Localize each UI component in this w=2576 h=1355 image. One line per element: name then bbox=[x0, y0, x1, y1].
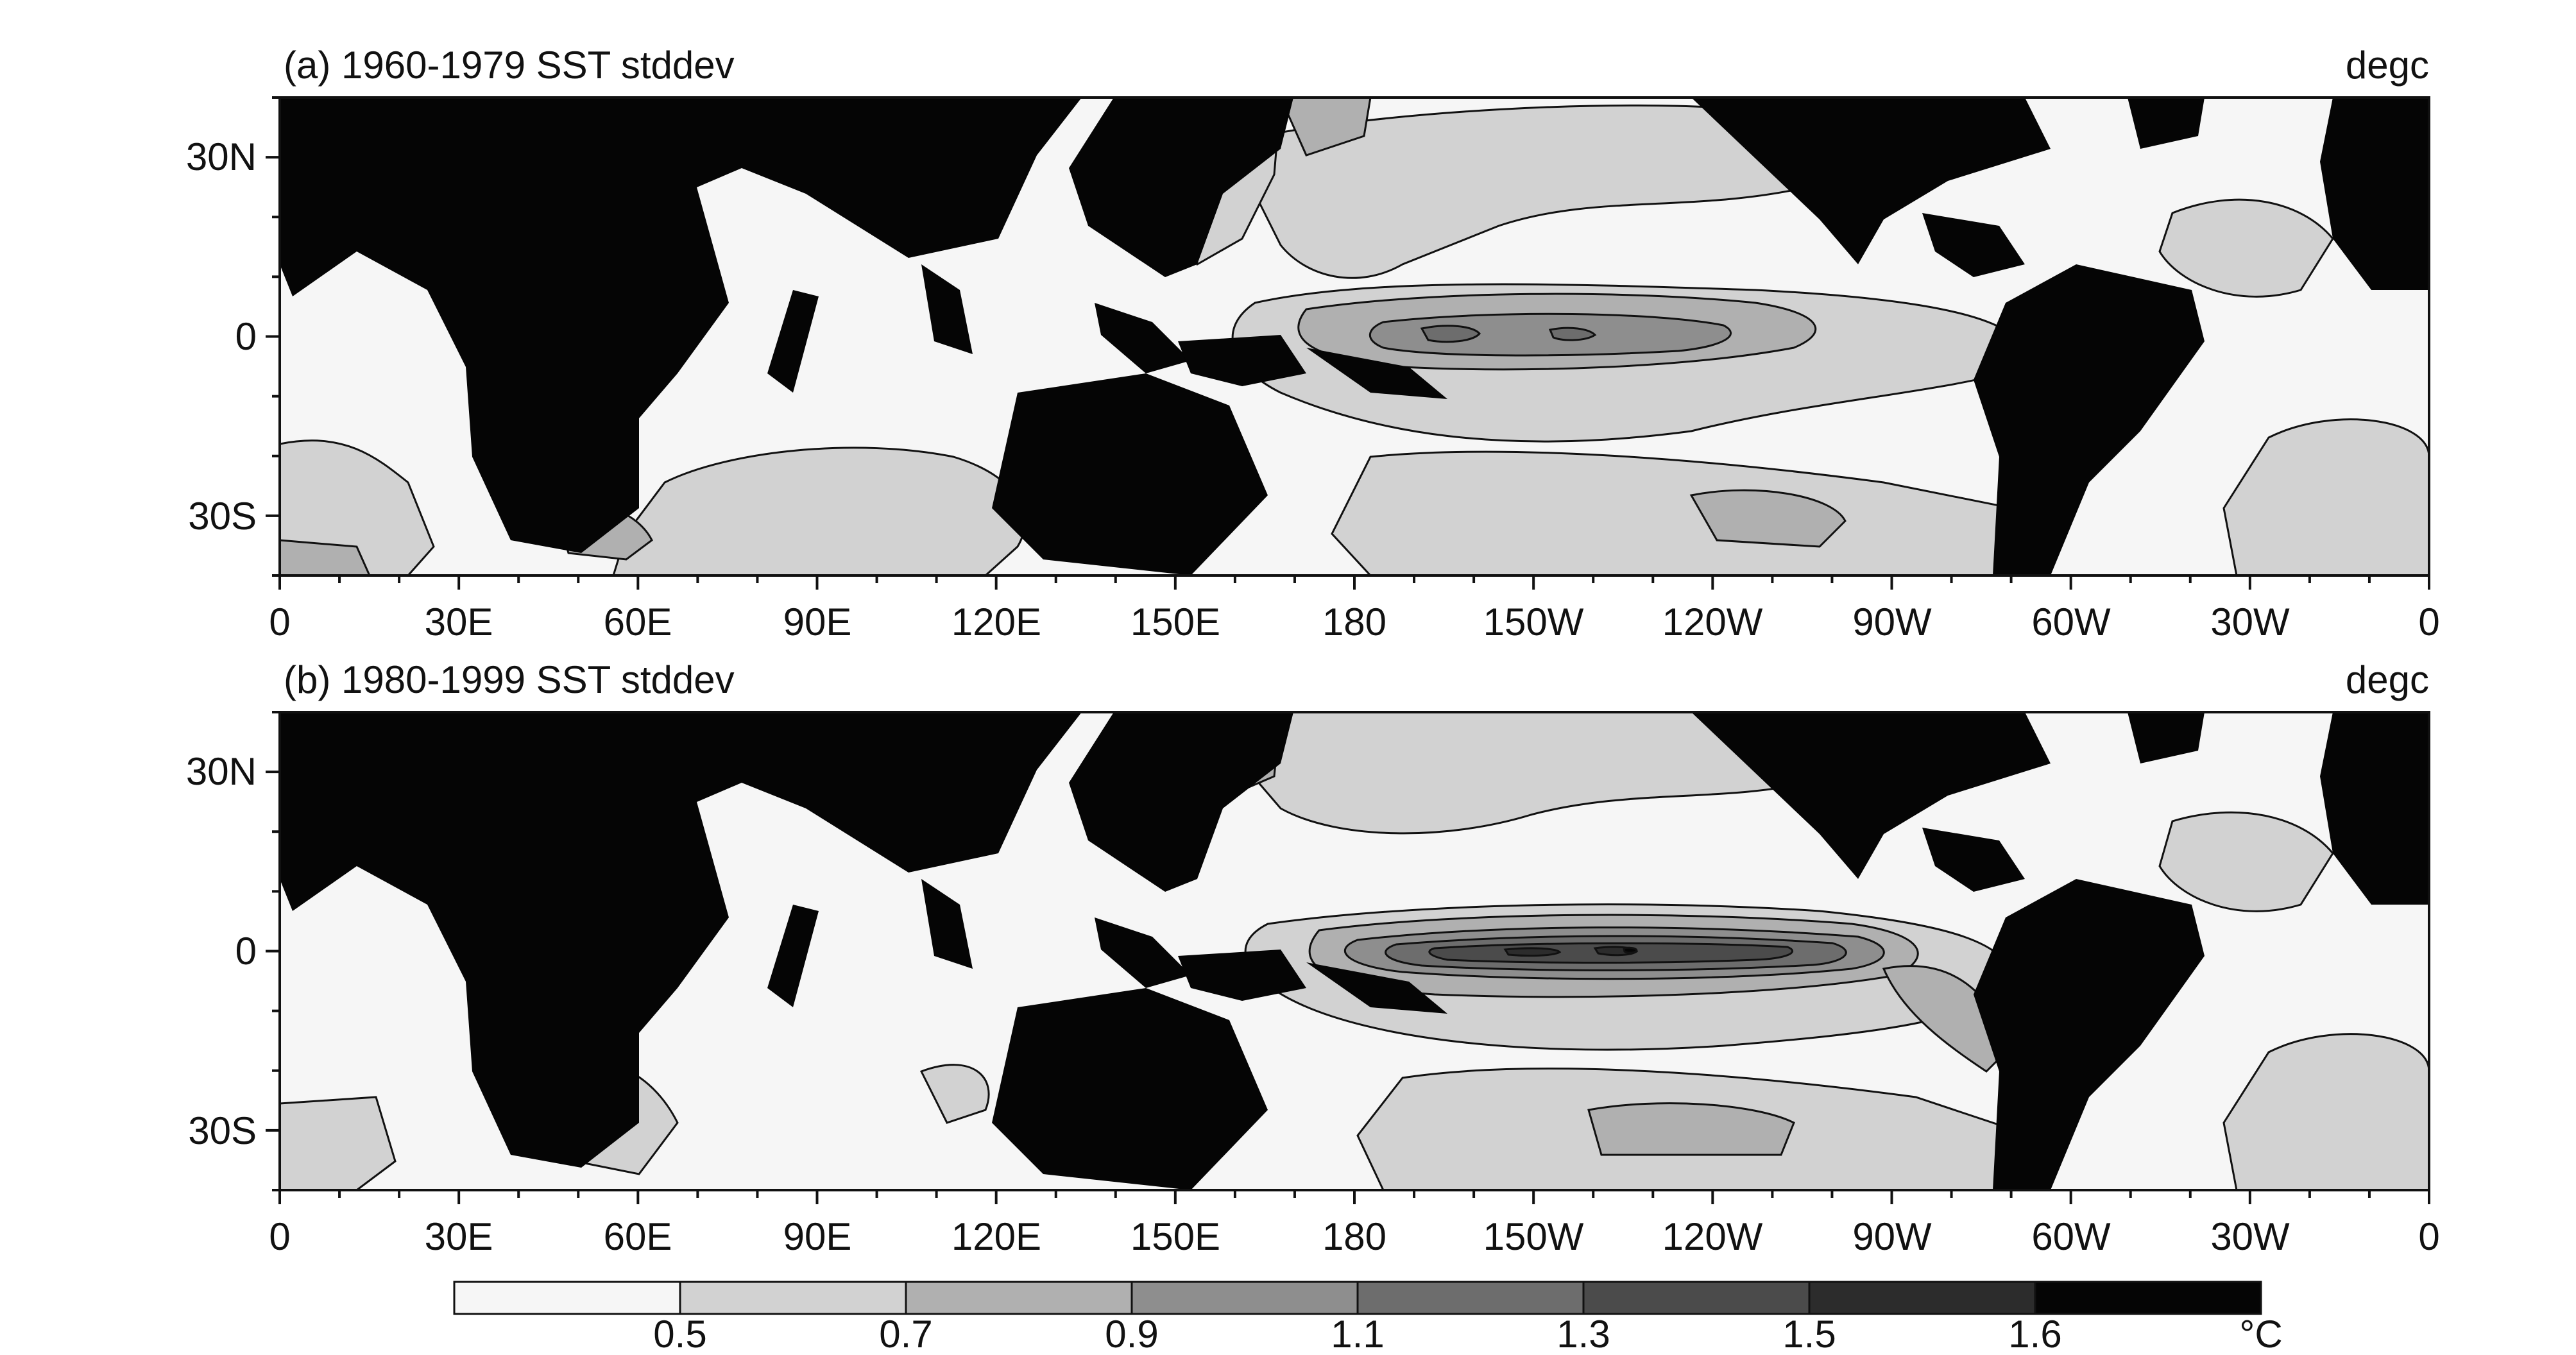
panel-a-lon-label: 30W bbox=[2210, 601, 2290, 643]
panel-b-lon-labels: 0 30E 60E 90E 120E 150E 180 150W 120W 90… bbox=[269, 1215, 2439, 1258]
panel-a-sst-field bbox=[280, 98, 2429, 575]
panel-a-lon-label: 150E bbox=[1130, 601, 1220, 643]
panel-a-lat-30s: 30S bbox=[188, 495, 257, 538]
panel-b-lon-label: 60W bbox=[2031, 1215, 2111, 1258]
panel-b-lat-30s: 30S bbox=[188, 1109, 257, 1152]
colorbar-label: 1.1 bbox=[1331, 1313, 1384, 1355]
panel-a-lon-label: 30E bbox=[425, 601, 493, 643]
panel-b-ticks bbox=[266, 711, 2430, 1204]
panel-b-lon-label: 120E bbox=[951, 1215, 1041, 1258]
panel-b-lon-label: 90E bbox=[783, 1215, 852, 1258]
panel-a-lon-label: 60E bbox=[604, 601, 672, 643]
panel-a-lat-labels: 30N 0 30S bbox=[186, 135, 257, 538]
panel-b-map: (b) 1980-1999 SST stddev degc 30N 0 30S … bbox=[186, 658, 2440, 1258]
panel-b-lon-label: 180 bbox=[1322, 1215, 1386, 1258]
panel-a-lon-label: 90W bbox=[1852, 601, 1932, 643]
colorbar-swatch bbox=[679, 1281, 907, 1315]
colorbar-swatches bbox=[453, 1281, 2262, 1315]
panel-a-lon-labels: 0 30E 60E 90E 120E 150E 180 150W 120W 90… bbox=[269, 601, 2439, 643]
panel-b-lon-label: 0 bbox=[269, 1215, 290, 1258]
contour-1.6-regions bbox=[1623, 946, 1638, 954]
colorbar-label: 1.5 bbox=[1782, 1313, 1836, 1355]
panel-a-title: (a) 1960-1979 SST stddev bbox=[284, 44, 735, 87]
colorbar-label: 0.9 bbox=[1105, 1313, 1158, 1355]
panel-a-lat-30n: 30N bbox=[186, 135, 257, 178]
colorbar: 0.5 0.7 0.9 1.1 1.3 1.5 1.6 °C bbox=[453, 1281, 2283, 1355]
land-masses bbox=[280, 712, 2429, 1190]
panel-a-lon-label: 180 bbox=[1322, 601, 1386, 643]
colorbar-swatch bbox=[453, 1281, 681, 1315]
panel-b-lon-label: 30W bbox=[2210, 1215, 2290, 1258]
colorbar-label: 1.3 bbox=[1557, 1313, 1610, 1355]
contour-1.1-regions bbox=[1420, 325, 1597, 343]
colorbar-swatch bbox=[2034, 1281, 2262, 1315]
panel-a-lon-label: 120W bbox=[1662, 601, 1763, 643]
colorbar-swatch bbox=[1356, 1281, 1585, 1315]
colorbar-label: 0.7 bbox=[879, 1313, 932, 1355]
panel-b-lon-label: 150E bbox=[1130, 1215, 1220, 1258]
land-masses bbox=[280, 98, 2429, 575]
panel-b-lat-labels: 30N 0 30S bbox=[186, 750, 257, 1152]
panel-b-lon-label: 0 bbox=[2418, 1215, 2439, 1258]
colorbar-labels: 0.5 0.7 0.9 1.1 1.3 1.5 1.6 °C bbox=[653, 1313, 2282, 1355]
panel-a-lon-label: 150W bbox=[1483, 601, 1584, 643]
colorbar-swatch bbox=[1582, 1281, 1811, 1315]
colorbar-unit: °C bbox=[2239, 1313, 2282, 1355]
panel-b-sst-field bbox=[280, 712, 2429, 1190]
panel-b-lat-0: 0 bbox=[235, 930, 257, 973]
colorbar-swatch bbox=[1130, 1281, 1359, 1315]
panel-b-units: degc bbox=[2346, 658, 2429, 701]
panel-b-lon-label: 150W bbox=[1483, 1215, 1584, 1258]
panel-b-lat-30n: 30N bbox=[186, 750, 257, 793]
contour-0.9-regions bbox=[1369, 312, 1732, 357]
panel-a-lon-label: 0 bbox=[269, 601, 290, 643]
colorbar-label: 0.5 bbox=[653, 1313, 706, 1355]
colorbar-swatch bbox=[905, 1281, 1133, 1315]
colorbar-swatch bbox=[1808, 1281, 2036, 1315]
panel-a-lon-label: 60W bbox=[2031, 601, 2111, 643]
panel-a-lon-label: 0 bbox=[2418, 601, 2439, 643]
panel-a-lon-label: 90E bbox=[783, 601, 852, 643]
panel-b-lon-label: 30E bbox=[425, 1215, 493, 1258]
panel-a-lon-label: 120E bbox=[951, 601, 1041, 643]
panel-a-lat-0: 0 bbox=[235, 315, 257, 358]
panel-b-lon-label: 60E bbox=[604, 1215, 672, 1258]
panel-a-ticks bbox=[266, 96, 2430, 590]
colorbar-label: 1.6 bbox=[2008, 1313, 2061, 1355]
panel-b-lon-label: 120W bbox=[1662, 1215, 1763, 1258]
panel-b-lon-label: 90W bbox=[1852, 1215, 1932, 1258]
panel-b-title: (b) 1980-1999 SST stddev bbox=[284, 658, 735, 701]
panel-a-units: degc bbox=[2346, 44, 2429, 87]
panel-a-map: (a) 1960-1979 SST stddev degc 30N 0 30S … bbox=[186, 44, 2440, 643]
